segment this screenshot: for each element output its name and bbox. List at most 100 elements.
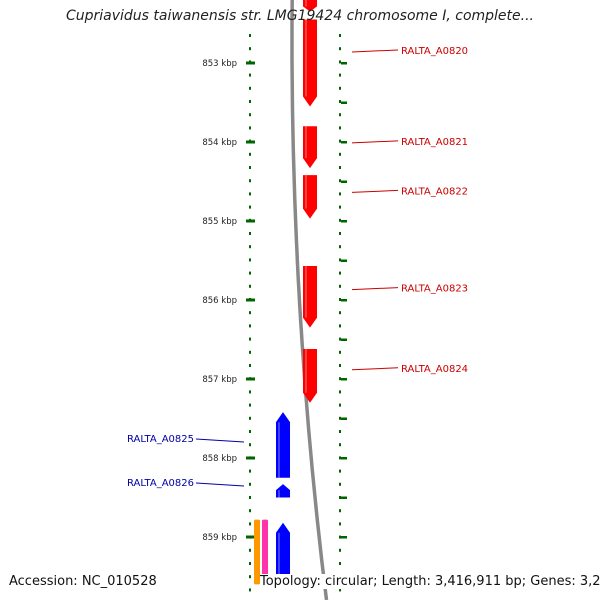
scale-tick: [341, 220, 347, 223]
gene-arrow[interactable]: [276, 412, 290, 478]
accession-text: Accession: NC_010528: [9, 574, 157, 589]
scale-tick: [341, 417, 347, 420]
gene-arrow[interactable]: [276, 484, 290, 498]
scale-dot: [249, 126, 251, 130]
gene-arrow-highlight: [305, 175, 307, 209]
scale-dot: [249, 311, 251, 315]
gene-label[interactable]: RALTA_A0821: [401, 137, 468, 148]
major-tick: [246, 140, 255, 144]
major-tick: [246, 61, 255, 65]
scale-dot: [339, 416, 341, 420]
gene-label[interactable]: RALTA_A0823: [401, 284, 468, 295]
scale-tick: [341, 496, 347, 499]
gene-arrow[interactable]: [303, 175, 317, 219]
scale-dot: [339, 73, 341, 77]
major-tick: [246, 535, 255, 539]
scale-dot: [339, 100, 341, 103]
tick-label: 855 kbp: [202, 217, 237, 227]
scale-dot: [249, 482, 251, 486]
scale-dot: [249, 390, 251, 394]
scale-dot: [339, 152, 341, 156]
scale-tick: [341, 101, 347, 104]
sequence-stats: Topology: circular; Length: 3,416,911 bp…: [260, 574, 600, 589]
scale-dot: [249, 152, 251, 156]
scale-tick: [341, 299, 347, 302]
gene-label-leader: [195, 482, 245, 487]
gene-arrow-highlight: [305, 19, 307, 97]
scale-dot: [339, 324, 341, 328]
scale-dot: [339, 47, 341, 51]
scale-dot: [339, 113, 341, 117]
scale-dot: [339, 179, 341, 183]
gene-label-leader: [195, 438, 245, 443]
scale-dot: [339, 509, 341, 513]
scale-dot: [249, 509, 251, 513]
gene-label[interactable]: RALTA_A0824: [401, 364, 468, 375]
gene-label-leader: [351, 140, 399, 144]
scale-dot: [249, 416, 251, 420]
scale-dot: [339, 34, 341, 37]
feature-magenta[interactable]: [262, 519, 268, 585]
scale-dot: [249, 86, 251, 90]
scale-dot: [339, 60, 341, 64]
scale-dot: [249, 179, 251, 183]
tick-label: 857 kbp: [202, 375, 237, 385]
gene-arrow-highlight: [278, 532, 280, 585]
scale-dot: [249, 113, 251, 117]
scale-dot: [249, 47, 251, 51]
scale-dot: [339, 443, 341, 447]
scale-tick: [341, 141, 347, 144]
gene-arrow-highlight: [305, 266, 307, 318]
scale-tick: [341, 338, 347, 341]
scale-dot: [339, 390, 341, 394]
scale-dot: [339, 522, 341, 526]
gene-arrow[interactable]: [303, 266, 317, 328]
gene-arrow[interactable]: [276, 522, 290, 585]
sequence-backbone: [290, 0, 329, 601]
scale-tick: [341, 180, 347, 183]
gene-label[interactable]: RALTA_A0820: [401, 46, 468, 57]
scale-dot: [249, 562, 251, 565]
gene-label-leader: [351, 367, 399, 371]
gene-label-leader: [351, 189, 399, 193]
scale-dot: [339, 218, 341, 222]
scale-dot: [249, 284, 251, 288]
major-tick: [246, 298, 255, 302]
scale-dot: [339, 403, 341, 407]
major-tick: [246, 377, 255, 381]
tick-label: 854 kbp: [202, 138, 237, 148]
tick-label: 856 kbp: [202, 296, 237, 306]
scale-dot: [249, 245, 251, 249]
scale-dot: [339, 482, 341, 486]
gene-arrow[interactable]: [303, 0, 317, 12]
feature-orange[interactable]: [254, 519, 260, 585]
scale-dot: [249, 232, 251, 235]
scale-dot: [339, 166, 341, 169]
scale-tick: [341, 457, 347, 460]
scale-dot: [339, 258, 341, 262]
scale-dot: [339, 311, 341, 315]
gene-arrow[interactable]: [303, 126, 317, 169]
scale-tick: [341, 378, 347, 381]
scale-dot: [249, 350, 251, 354]
gene-label[interactable]: RALTA_A0822: [401, 186, 468, 197]
scale-dot: [339, 496, 341, 499]
scale-dot: [339, 562, 341, 565]
gene-arrow-highlight: [305, 348, 307, 393]
gene-label[interactable]: RALTA_A0825: [127, 434, 194, 445]
gene-arrow-highlight: [278, 422, 280, 478]
scale-tick: [341, 62, 347, 65]
gene-label[interactable]: RALTA_A0826: [127, 478, 194, 489]
scale-dot: [249, 575, 251, 579]
scale-dot: [339, 245, 341, 249]
scale-dot: [249, 588, 251, 592]
scale-dot: [339, 588, 341, 592]
scale-dot: [339, 298, 341, 301]
gene-arrow[interactable]: [303, 348, 317, 403]
scale-dot: [339, 430, 341, 433]
scale-dot: [249, 73, 251, 77]
scale-dot: [249, 522, 251, 526]
gene-arrow[interactable]: [303, 19, 317, 107]
